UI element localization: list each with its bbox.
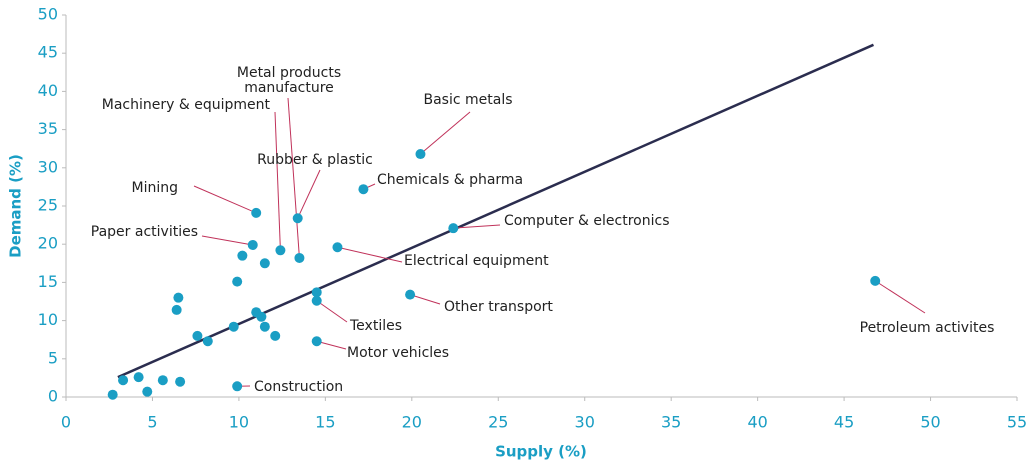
y-tick-label: 45	[38, 43, 58, 62]
point	[232, 381, 243, 392]
leader-line	[453, 224, 501, 229]
point	[311, 295, 322, 306]
annotation: Machinery & equipment	[102, 97, 271, 113]
point	[259, 258, 270, 269]
annotation: Basic metals	[423, 92, 512, 108]
x-axis-title: Supply (%)	[495, 443, 587, 461]
point	[118, 375, 129, 386]
point	[228, 321, 239, 332]
x-tick-label: 35	[661, 413, 681, 432]
leader-line	[420, 111, 471, 155]
trend-line	[117, 43, 874, 379]
annotation: Chemicals & pharma	[377, 172, 523, 188]
point	[247, 239, 258, 250]
point	[275, 245, 286, 256]
y-tick-label: 10	[38, 310, 58, 329]
annotation: Other transport	[444, 299, 553, 315]
y-tick-label: 5	[48, 348, 58, 367]
point	[311, 287, 322, 298]
leader-line	[337, 246, 403, 263]
point	[107, 389, 118, 400]
point	[358, 184, 369, 195]
x-tick-label: 5	[147, 413, 157, 432]
y-tick-label: 25	[38, 196, 58, 215]
x-tick-label: 0	[61, 413, 71, 432]
point	[175, 376, 186, 387]
x-tick-label: 55	[1007, 413, 1027, 432]
annotation: Computer & electronics	[504, 213, 669, 229]
leader-line	[874, 280, 926, 314]
leader-line	[274, 111, 281, 251]
point	[332, 242, 343, 253]
x-tick-label: 50	[920, 413, 940, 432]
leader-line	[297, 169, 321, 219]
annotation: Petroleum activites	[860, 320, 995, 336]
point	[133, 372, 144, 383]
x-tick-label: 45	[834, 413, 854, 432]
y-tick-label: 40	[38, 81, 58, 100]
x-tick-label: 40	[747, 413, 767, 432]
x-tick-label: 20	[402, 413, 422, 432]
point	[294, 252, 305, 263]
point	[870, 275, 881, 286]
annotation: Electrical equipment	[404, 253, 549, 269]
x-tick-label: 15	[315, 413, 335, 432]
y-axis-title: Demand (%)	[7, 154, 25, 258]
point	[251, 207, 262, 218]
point	[202, 336, 213, 347]
leader-line	[201, 235, 253, 246]
annotation: Rubber & plastic	[257, 152, 373, 168]
point	[405, 289, 416, 300]
point	[173, 292, 184, 303]
y-tick-label: 15	[38, 272, 58, 291]
point	[256, 311, 267, 322]
x-tick-label: 10	[229, 413, 249, 432]
x-tick-label: 25	[488, 413, 508, 432]
point	[292, 213, 303, 224]
annotation: Textiles	[349, 318, 402, 334]
y-tick-label: 35	[38, 119, 58, 138]
leader-line	[287, 97, 300, 258]
annotation: Motor vehicles	[347, 345, 449, 361]
point	[171, 304, 182, 315]
leader-line	[409, 294, 441, 305]
leader-line	[193, 185, 257, 214]
y-tick-label: 30	[38, 157, 58, 176]
point	[259, 321, 270, 332]
annotation: Paper activities	[91, 224, 198, 240]
point	[192, 330, 203, 341]
annotation: manufacture	[244, 80, 334, 96]
y-tick-label: 0	[48, 387, 58, 406]
annotation: Construction	[254, 379, 343, 395]
point	[142, 386, 153, 397]
point	[270, 330, 281, 341]
y-tick-label: 20	[38, 234, 58, 253]
y-tick-label: 50	[38, 5, 58, 24]
annotation: Metal products	[237, 65, 341, 81]
leader-line	[316, 300, 348, 323]
point	[448, 223, 459, 234]
leader-line	[316, 340, 347, 350]
point	[415, 149, 426, 160]
point	[311, 336, 322, 347]
annotation: Mining	[132, 180, 179, 196]
point	[237, 250, 248, 261]
point	[232, 276, 243, 287]
x-tick-label: 30	[575, 413, 595, 432]
point	[157, 375, 168, 386]
